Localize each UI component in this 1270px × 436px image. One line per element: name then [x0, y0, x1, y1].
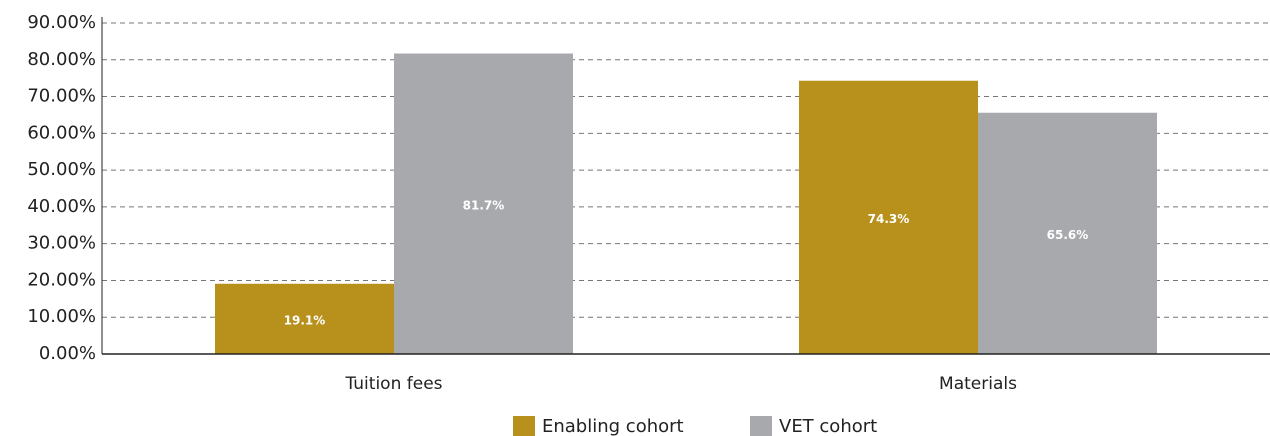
y-tick-label: 80.00%	[27, 49, 96, 70]
legend-label: VET cohort	[779, 416, 877, 436]
value-label: 65.6%	[1047, 228, 1089, 242]
value-label: 81.7%	[463, 198, 505, 212]
bar	[799, 80, 978, 354]
y-tick-label: 70.00%	[27, 86, 96, 107]
x-tick-label: Materials	[939, 374, 1017, 394]
y-tick-label: 0.00%	[39, 343, 96, 364]
y-tick-label: 50.00%	[27, 159, 96, 180]
legend-swatch	[750, 416, 772, 436]
y-tick-label: 20.00%	[27, 269, 96, 290]
y-tick-label: 30.00%	[27, 233, 96, 254]
y-tick-label: 60.00%	[27, 122, 96, 143]
bar	[215, 283, 394, 354]
bar	[394, 53, 573, 355]
value-label: 74.3%	[868, 212, 910, 226]
y-tick-label: 90.00%	[27, 12, 96, 33]
legend-label: Enabling cohort	[542, 416, 684, 436]
bar	[978, 112, 1157, 354]
x-tick-label: Tuition fees	[344, 374, 442, 394]
y-tick-label: 10.00%	[27, 306, 96, 327]
legend-swatch	[513, 416, 535, 436]
y-tick-label: 40.00%	[27, 196, 96, 217]
value-label: 19.1%	[284, 313, 326, 327]
